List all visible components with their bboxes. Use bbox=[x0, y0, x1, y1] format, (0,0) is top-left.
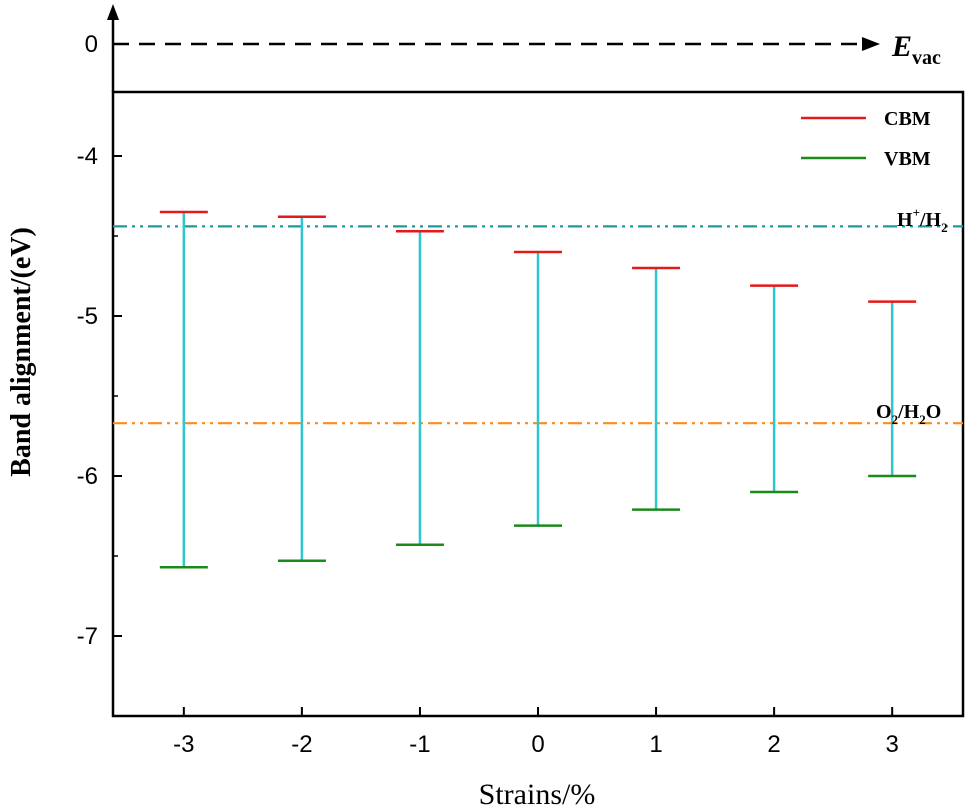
x-tick-label: -3 bbox=[173, 731, 194, 758]
vacuum-level-label: Evac bbox=[891, 30, 941, 69]
x-axis-ticks: -3 -2 -1 0 1 2 3 bbox=[173, 707, 899, 758]
y-tick-label: -7 bbox=[77, 623, 98, 650]
y-axis-ticks: -4 -5 -6 -7 bbox=[77, 143, 122, 717]
y-tick-label: -6 bbox=[77, 463, 98, 490]
vacuum-level-arrow bbox=[862, 37, 880, 51]
y-tick-label: -5 bbox=[77, 303, 98, 330]
y-axis-label: Band alignment/(eV) bbox=[6, 227, 37, 477]
x-tick-label: 3 bbox=[885, 731, 898, 758]
x-tick-label: -2 bbox=[291, 731, 312, 758]
legend: CBM VBM bbox=[801, 108, 931, 170]
vbm-series bbox=[159, 474, 917, 569]
y-tick-label: -4 bbox=[77, 143, 98, 170]
x-tick-label: 2 bbox=[767, 731, 780, 758]
legend-cbm-label: CBM bbox=[884, 108, 931, 130]
x-tick-label: -1 bbox=[409, 731, 430, 758]
ref-label-h2: H+/H2 bbox=[897, 205, 948, 235]
ref-label-o2: O2/H2O bbox=[876, 401, 941, 427]
x-tick-label: 0 bbox=[531, 731, 544, 758]
vacuum-tick-label: 0 bbox=[85, 31, 98, 58]
x-tick-label: 1 bbox=[649, 731, 662, 758]
vacuum-section: 0 Evac bbox=[85, 4, 941, 92]
band-gap-lines bbox=[182, 212, 894, 568]
vacuum-axis-arrow bbox=[107, 4, 119, 20]
x-axis-label: Strains/% bbox=[479, 778, 596, 810]
cbm-series bbox=[159, 210, 917, 303]
legend-vbm-label: VBM bbox=[884, 148, 931, 170]
